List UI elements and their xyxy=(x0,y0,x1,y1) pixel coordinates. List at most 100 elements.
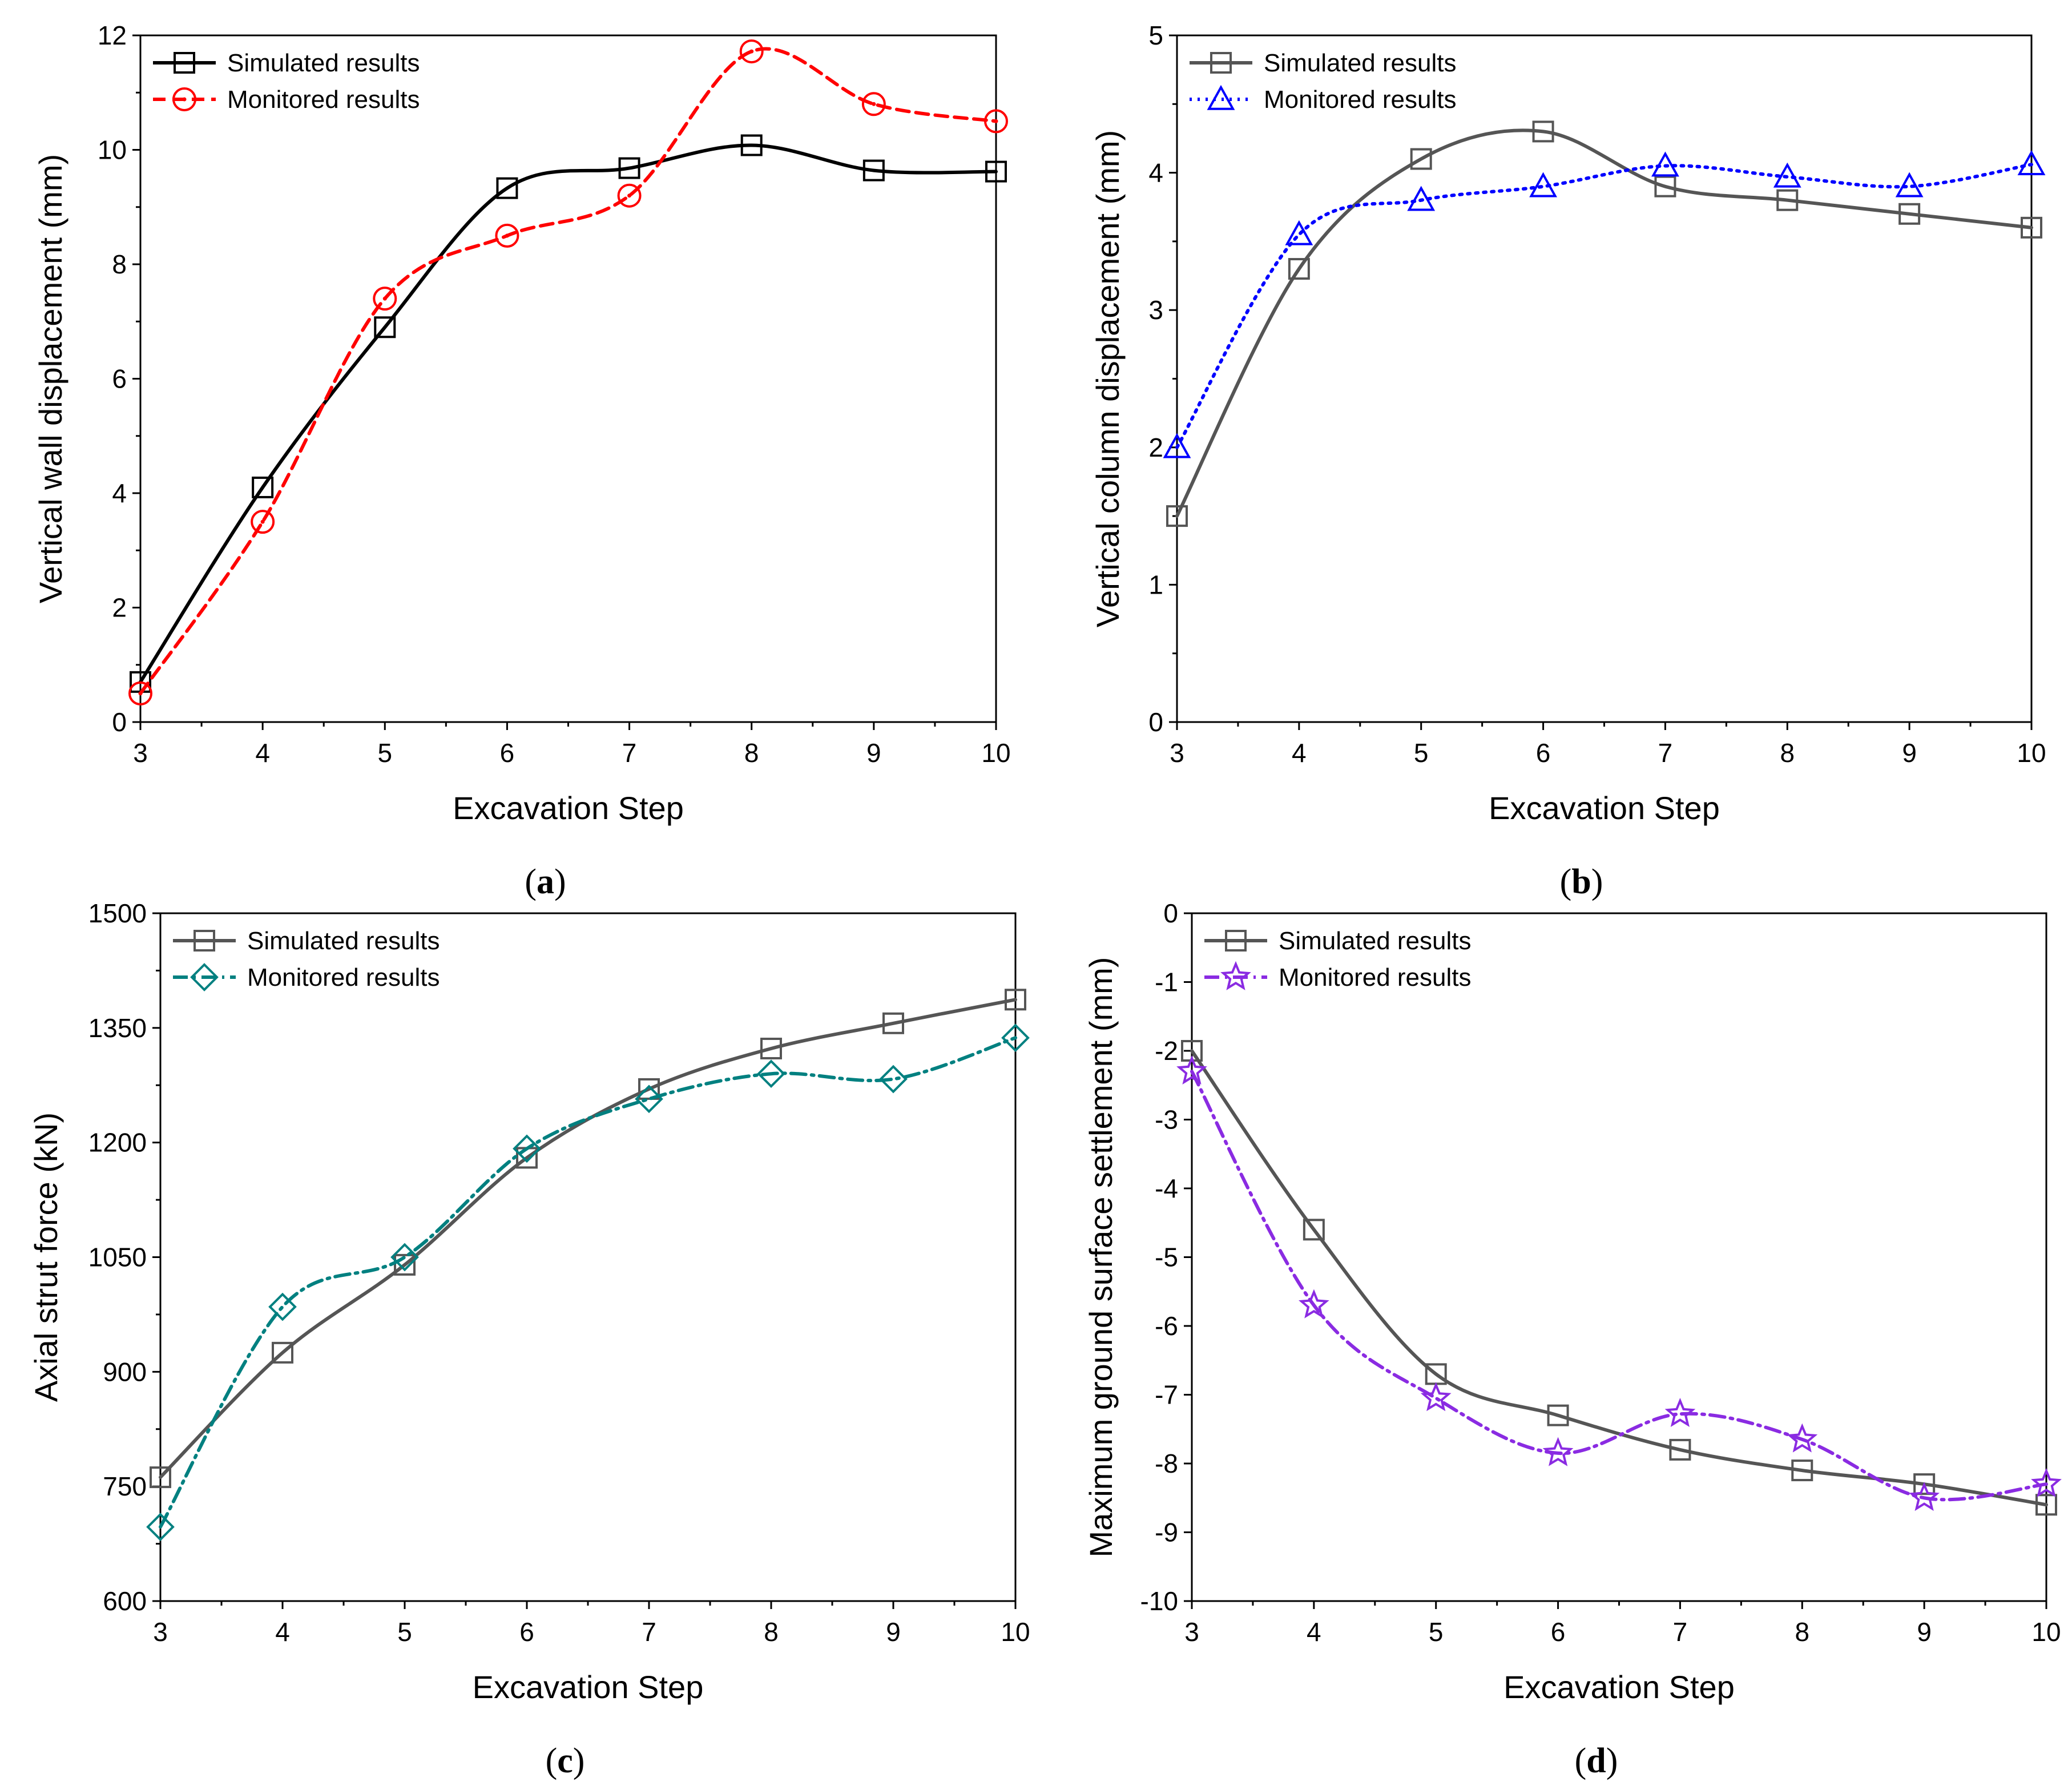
y-tick-label: 0 xyxy=(112,707,127,737)
y-tick-label: 12 xyxy=(98,21,127,50)
y-tick-label: 1050 xyxy=(88,1243,147,1272)
y-tick-label: -2 xyxy=(1155,1036,1178,1066)
data-point xyxy=(1005,989,1026,1011)
chart-panel-a: 3 4 5 6 7 8 9 10 0 2 4 6 8 10 12 Excavation Step Vertica… xyxy=(33,21,1011,901)
y-tick-label: 8 xyxy=(112,249,127,279)
series-line xyxy=(139,143,998,684)
x-tick-label: 10 xyxy=(2031,1617,2061,1647)
data-point xyxy=(496,177,518,199)
data-point-ring xyxy=(373,287,397,311)
y-tick-label: -3 xyxy=(1155,1105,1178,1135)
data-point xyxy=(879,1065,908,1094)
data-point xyxy=(390,1243,419,1272)
data-point xyxy=(252,476,274,498)
chart-panel-b: 3 4 5 6 7 8 9 10 0 1 2 3 4 5 Excavation Step Vertical c… xyxy=(1090,21,2046,901)
data-point xyxy=(1776,189,1799,211)
legend-label: Simulated results xyxy=(227,49,420,77)
y-tick-label: -4 xyxy=(1155,1174,1178,1203)
x-axis-title: Excavation Step xyxy=(1503,1669,1735,1705)
x-tick-label: 10 xyxy=(2017,738,2046,768)
series-line xyxy=(139,47,998,695)
data-point xyxy=(1285,220,1313,245)
data-point-ring xyxy=(495,223,519,248)
data-point xyxy=(1529,172,1557,197)
data-point-ring xyxy=(861,92,886,116)
legend-marker xyxy=(1207,84,1235,110)
x-tick-label: 8 xyxy=(744,738,759,768)
data-point xyxy=(757,1059,785,1088)
data-point-ring xyxy=(739,39,764,64)
data-point xyxy=(1299,1289,1329,1319)
data-point xyxy=(635,1084,663,1114)
data-point xyxy=(1787,1423,1818,1453)
data-point xyxy=(1163,433,1191,458)
data-point xyxy=(251,510,275,534)
data-point xyxy=(1669,1438,1691,1461)
x-tick-label: 3 xyxy=(153,1617,168,1647)
y-tick-label: 1 xyxy=(1148,570,1163,599)
legend: Simulated results Monitored results xyxy=(1204,927,1471,991)
data-point xyxy=(146,1513,175,1541)
x-tick-label: 3 xyxy=(1170,738,1184,768)
x-tick-label: 8 xyxy=(1780,738,1795,768)
legend-marker xyxy=(172,87,196,111)
y-tick-label: 900 xyxy=(103,1357,147,1386)
series-monitored xyxy=(146,1023,1030,1541)
data-point-dot xyxy=(872,102,876,106)
x-tick-label: 6 xyxy=(519,1617,534,1647)
data-point-dot xyxy=(627,193,632,198)
x-tick-label: 3 xyxy=(1184,1617,1199,1647)
series-monitored xyxy=(1163,150,2046,458)
series-line xyxy=(159,998,1017,1479)
legend: Simulated results Monitored results xyxy=(1190,49,1456,114)
panel-label: (b) xyxy=(1560,862,1603,901)
x-tick-label: 9 xyxy=(1902,738,1917,768)
y-tick-label: 4 xyxy=(112,478,127,508)
data-point xyxy=(1791,1460,1813,1482)
y-tick-label: 750 xyxy=(103,1471,147,1501)
data-point xyxy=(882,1012,904,1034)
legend-marker-ring xyxy=(172,87,196,111)
y-tick-label: 1350 xyxy=(88,1013,147,1043)
legend-label: Simulated results xyxy=(247,927,440,955)
chart-panel-c: 3 4 5 6 7 8 9 10 600 750 900 1050 1200 1350 1500 Excava… xyxy=(28,898,1030,1780)
x-axis-title: Excavation Step xyxy=(453,790,684,826)
data-point-dot xyxy=(749,49,754,54)
data-point-ring xyxy=(617,183,642,208)
data-point xyxy=(513,1134,541,1163)
y-tick-label: -10 xyxy=(1140,1586,1178,1616)
data-point-ring xyxy=(251,510,275,534)
panel-label-letter: b xyxy=(1571,862,1591,901)
data-point xyxy=(1001,1023,1030,1053)
legend: Simulated results Monitored results xyxy=(153,49,420,114)
data-point xyxy=(984,109,1008,134)
data-point xyxy=(495,223,519,248)
panel-label: (c) xyxy=(546,1741,585,1780)
data-point xyxy=(618,157,640,179)
legend-label: Monitored results xyxy=(227,86,420,114)
data-point xyxy=(1547,1404,1569,1426)
data-point xyxy=(2031,1468,2062,1498)
chart-panel-d: 3 4 5 6 7 8 9 10-10-9-8-7-6-5-4-3-2-10Excavatio… xyxy=(1083,898,2062,1780)
panel-label-letter: a xyxy=(537,862,554,901)
data-point xyxy=(394,1253,416,1276)
y-tick-label: -9 xyxy=(1155,1518,1178,1547)
data-point xyxy=(1895,172,1924,197)
data-point xyxy=(1176,1055,1207,1085)
y-tick-label: -7 xyxy=(1155,1380,1178,1410)
data-point xyxy=(1654,175,1676,197)
y-tick-label: 6 xyxy=(112,364,127,394)
series-simulated xyxy=(1181,1040,2057,1516)
panel-label-open: ( xyxy=(525,862,537,901)
x-tick-label: 5 xyxy=(397,1617,412,1647)
y-tick-label: 600 xyxy=(103,1586,147,1616)
legend-marker xyxy=(1210,52,1232,74)
x-tick-label: 5 xyxy=(1429,1617,1444,1647)
series-simulated xyxy=(150,989,1026,1489)
panel-label-close: ) xyxy=(1591,862,1603,901)
data-point xyxy=(268,1292,297,1321)
panel-label-open: ( xyxy=(1560,862,1572,901)
series-line xyxy=(1190,1070,2048,1502)
series-simulated xyxy=(1166,120,2042,527)
series-line xyxy=(159,1036,1017,1529)
